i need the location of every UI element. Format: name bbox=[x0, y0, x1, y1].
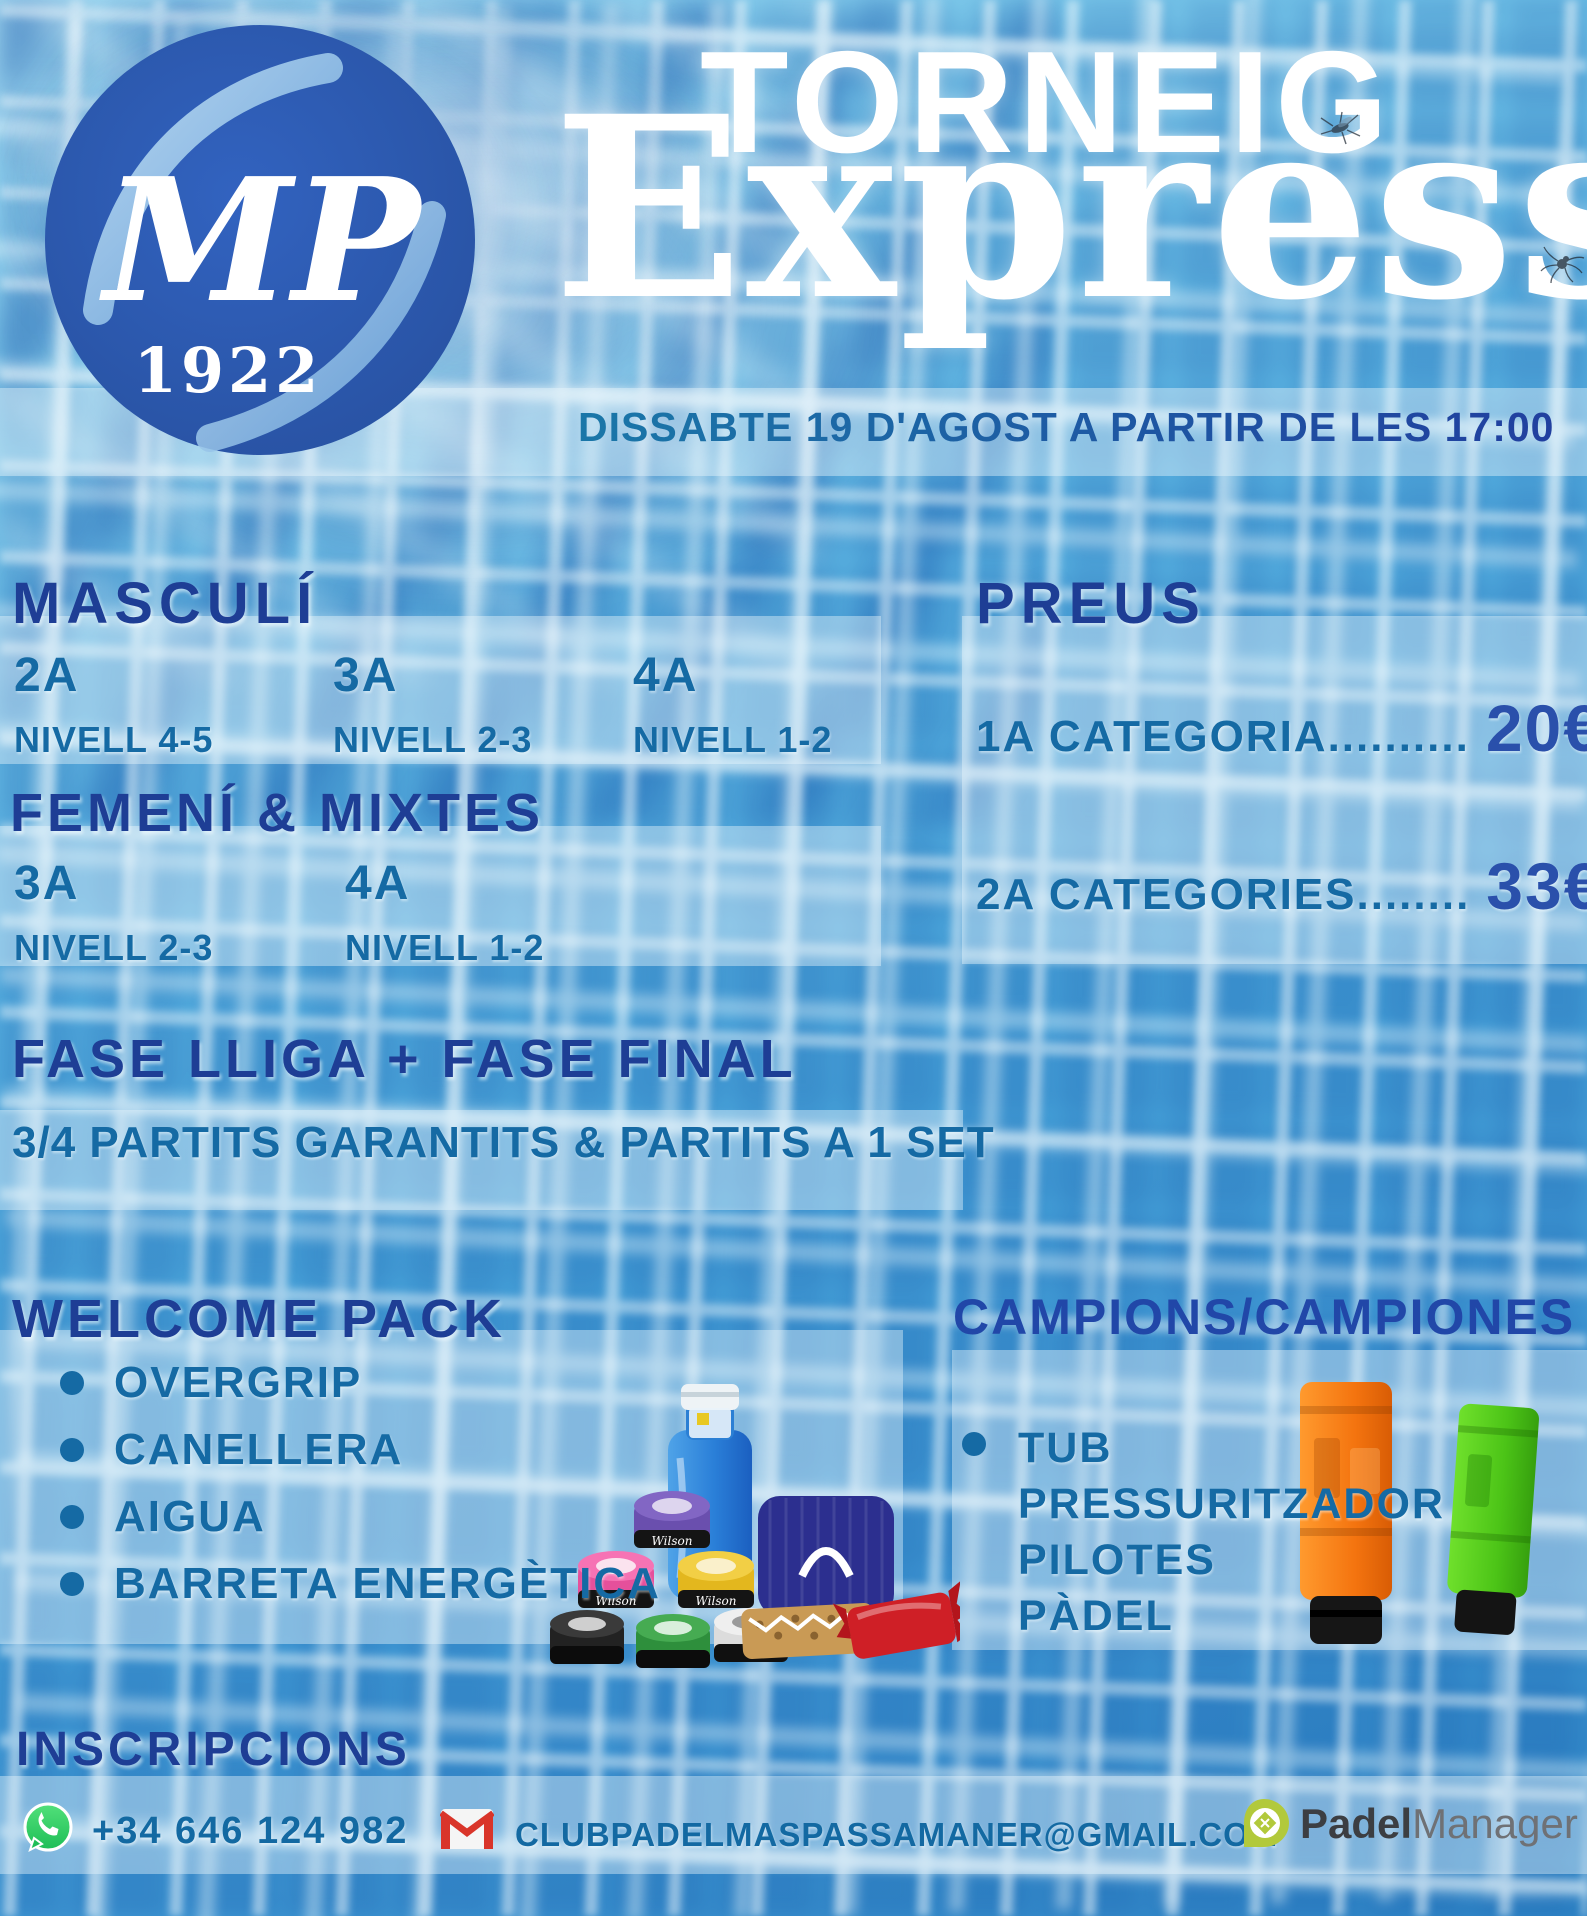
campions-prize-item: TUB PRESSURITZADOR PILOTES PÀDEL bbox=[962, 1420, 1445, 1644]
welcome-pack-item-label: AIGUA bbox=[114, 1492, 266, 1541]
gmail-icon bbox=[440, 1809, 494, 1849]
padel-manager-logo: PadelManager bbox=[1236, 1796, 1578, 1852]
welcome-pack-products-image: Wilson Wilson Wilson bbox=[550, 1384, 960, 1668]
inscripcions-highlight-band bbox=[0, 1776, 1587, 1874]
category-level: NIVELL 2-3 bbox=[333, 719, 533, 760]
club-year: 1922 bbox=[134, 334, 323, 407]
phone-number: +34 646 124 982 bbox=[92, 1810, 409, 1852]
price-row-2: 2A CATEGORIES........ 33€ bbox=[976, 848, 1587, 924]
preus-highlight-band bbox=[962, 616, 1587, 964]
price-row-1: 1A CATEGORIA.......... 20€ bbox=[976, 690, 1587, 766]
section-title-campions: CAMPIONS/CAMPIONES bbox=[953, 1289, 1576, 1345]
spider-speck bbox=[1540, 246, 1585, 284]
orange-tube-illustration bbox=[1300, 1382, 1392, 1644]
wristband-illustration bbox=[758, 1496, 894, 1616]
price-label: 1A CATEGORIA.......... bbox=[976, 712, 1470, 761]
category-level: NIVELL 1-2 bbox=[633, 719, 833, 760]
bullet-dot-icon bbox=[60, 1371, 84, 1395]
bullet-dot-icon bbox=[60, 1505, 84, 1529]
padel-manager-pin-icon bbox=[1244, 1799, 1289, 1847]
section-title-preus: PREUS bbox=[976, 571, 1206, 636]
masculi-category-2a: 2A NIVELL 4-5 bbox=[14, 648, 213, 761]
masculi-highlight-band bbox=[0, 616, 881, 764]
padel-manager-regular-text: Manager bbox=[1412, 1800, 1578, 1847]
bullet-dot-icon bbox=[60, 1572, 84, 1596]
list-item: BARRETA ENERGÈTICA bbox=[60, 1559, 661, 1609]
date-banner: DISSABTE 19 D'AGOST A PARTIR DE LES 17:0… bbox=[578, 404, 1555, 450]
price-value: 33€ bbox=[1486, 849, 1587, 923]
section-title-inscripcions: INSCRIPCIONS bbox=[16, 1723, 411, 1776]
category-name: 3A bbox=[333, 649, 399, 702]
logo-seam-arc bbox=[83, 53, 343, 325]
svg-text:Wilson: Wilson bbox=[596, 1594, 637, 1608]
welcome-pack-item-label: BARRETA ENERGÈTICA bbox=[114, 1559, 661, 1608]
masculi-category-4a: 4A NIVELL 1-2 bbox=[633, 648, 832, 761]
logo-seam-arc bbox=[196, 201, 446, 452]
padel-manager-wordmark: PadelManager bbox=[1300, 1800, 1578, 1848]
category-name: 3A bbox=[14, 857, 80, 910]
green-tube-illustration bbox=[1447, 1403, 1539, 1635]
mosquito-speck bbox=[1320, 111, 1361, 145]
femeni-category-4a: 4A NIVELL 1-2 bbox=[345, 856, 544, 969]
fase-highlight-band bbox=[0, 1110, 963, 1210]
price-value: 20€ bbox=[1485, 691, 1587, 765]
list-item: OVERGRIP bbox=[60, 1358, 661, 1408]
svg-text:Wilson: Wilson bbox=[696, 1594, 737, 1608]
bullet-dot-icon bbox=[962, 1432, 986, 1456]
welcome-pack-item-label: OVERGRIP bbox=[114, 1358, 363, 1407]
category-name: 4A bbox=[633, 649, 699, 702]
poster-title-line2: Express bbox=[553, 61, 1587, 355]
club-monogram: MP bbox=[99, 141, 424, 341]
section-title-femeni: FEMENÍ & MIXTES bbox=[10, 783, 545, 843]
campions-prize-label: TUB PRESSURITZADOR PILOTES PÀDEL bbox=[1018, 1424, 1445, 1640]
fase-subtitle: 3/4 PARTITS GARANTITS & PARTITS A 1 SET bbox=[12, 1118, 995, 1167]
category-level: NIVELL 2-3 bbox=[14, 927, 214, 968]
femeni-highlight-band bbox=[0, 826, 881, 966]
category-level: NIVELL 1-2 bbox=[345, 927, 545, 968]
poster-title-line1: TORNEIG bbox=[700, 21, 1393, 183]
category-name: 4A bbox=[345, 857, 411, 910]
category-name: 2A bbox=[14, 649, 80, 702]
club-mp-1922-logo: MP 1922 bbox=[45, 25, 475, 455]
bullet-dot-icon bbox=[60, 1438, 84, 1462]
list-item: AIGUA bbox=[60, 1492, 661, 1542]
welcome-pack-list: OVERGRIP CANELLERA AIGUA BARRETA ENERGÈT… bbox=[60, 1358, 661, 1626]
energy-bar-illustration bbox=[741, 1580, 960, 1659]
padel-manager-bold-text: Padel bbox=[1300, 1800, 1413, 1847]
svg-text:Wilson: Wilson bbox=[652, 1534, 693, 1548]
price-label: 2A CATEGORIES........ bbox=[976, 870, 1471, 919]
red-wrapper-illustration bbox=[832, 1580, 960, 1659]
list-item: CANELLERA bbox=[60, 1425, 661, 1475]
femeni-category-3a: 3A NIVELL 2-3 bbox=[14, 856, 213, 969]
section-title-welcome-pack: WELCOME PACK bbox=[12, 1289, 506, 1349]
email-address: CLUBPADELMASPASSAMANER@GMAIL.COM bbox=[515, 1816, 1279, 1853]
section-title-masculi: MASCULÍ bbox=[12, 571, 319, 636]
masculi-category-3a: 3A NIVELL 2-3 bbox=[333, 648, 532, 761]
head-logo-arc bbox=[798, 1547, 854, 1578]
category-level: NIVELL 4-5 bbox=[14, 719, 214, 760]
welcome-pack-item-label: CANELLERA bbox=[114, 1425, 404, 1474]
ball-pressurizer-tubes-image bbox=[1300, 1382, 1539, 1644]
section-title-fase: FASE LLIGA + FASE FINAL bbox=[12, 1029, 797, 1089]
whatsapp-icon bbox=[23, 1802, 73, 1852]
